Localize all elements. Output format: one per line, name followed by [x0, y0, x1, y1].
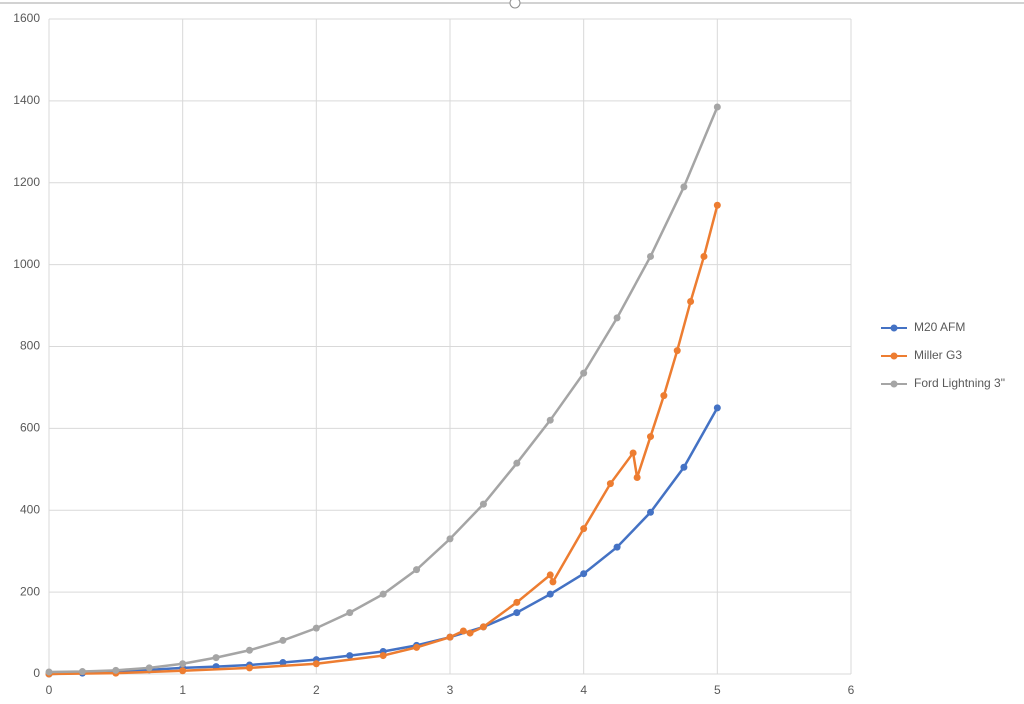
data-point: [580, 525, 588, 533]
data-point: [346, 652, 354, 660]
data-point: [466, 629, 474, 637]
data-point: [379, 652, 387, 660]
frame-handle: [509, 0, 521, 9]
data-point: [212, 654, 220, 662]
y-tick-label: 1000: [13, 257, 40, 271]
data-point: [546, 590, 554, 598]
data-point: [246, 646, 253, 654]
data-point: [45, 668, 53, 676]
data-point: [549, 578, 557, 586]
data-point: [546, 416, 554, 424]
x-tick-label: 5: [714, 683, 721, 697]
x-tick-label: 1: [179, 683, 186, 697]
legend-label: Ford Lightning 3": [914, 376, 1005, 390]
data-point: [312, 660, 320, 668]
data-point: [78, 668, 86, 676]
data-point: [145, 664, 153, 672]
data-point: [479, 500, 487, 508]
legend-label: M20 AFM: [914, 320, 965, 334]
y-tick-label: 400: [20, 502, 40, 516]
data-point: [687, 297, 695, 305]
data-point: [446, 535, 454, 543]
x-tick-label: 2: [313, 683, 320, 697]
y-tick-label: 1200: [13, 175, 40, 189]
data-point: [647, 508, 654, 516]
y-tick-label: 1400: [13, 93, 40, 107]
data-point: [513, 598, 521, 606]
legend-marker: [890, 324, 898, 332]
data-point: [580, 570, 588, 578]
data-point: [513, 609, 521, 617]
legend-marker: [890, 352, 898, 360]
x-tick-label: 4: [580, 683, 587, 697]
data-point: [680, 183, 688, 191]
data-point: [606, 480, 614, 488]
series-line: [48, 204, 719, 676]
data-point: [346, 609, 354, 617]
y-tick-label: 1600: [13, 11, 40, 25]
y-tick-label: 600: [20, 421, 40, 435]
data-point: [546, 571, 554, 579]
data-point: [580, 369, 588, 377]
legend-marker: [890, 380, 898, 388]
x-tick-label: 3: [447, 683, 454, 697]
data-point: [379, 590, 387, 598]
data-point: [179, 667, 187, 675]
data-point: [613, 314, 621, 322]
data-point: [312, 624, 320, 632]
data-point: [647, 433, 654, 441]
data-point: [112, 666, 120, 674]
y-tick-label: 0: [33, 666, 40, 680]
y-tick-label: 800: [20, 339, 40, 353]
data-point: [629, 449, 637, 457]
data-point: [479, 623, 487, 631]
data-point: [446, 633, 454, 641]
data-point: [713, 404, 721, 412]
data-point: [700, 252, 708, 260]
data-point: [279, 636, 287, 644]
data-point: [413, 566, 421, 574]
data-point: [713, 103, 721, 111]
data-point: [179, 660, 187, 668]
series-line: [48, 407, 719, 676]
data-point: [647, 252, 654, 260]
data-point: [413, 643, 421, 651]
data-point: [613, 543, 621, 551]
x-tick-label: 0: [46, 683, 53, 697]
data-point: [673, 347, 681, 355]
legend-label: Miller G3: [914, 348, 962, 362]
y-tick-label: 200: [20, 584, 40, 598]
data-point: [660, 392, 668, 400]
data-point: [680, 463, 688, 471]
data-point: [246, 664, 253, 672]
data-point: [713, 201, 721, 209]
data-point: [513, 459, 521, 467]
data-point: [279, 659, 287, 667]
data-point: [459, 627, 467, 635]
data-point: [633, 474, 641, 481]
series-line: [48, 106, 719, 674]
x-tick-label: 6: [848, 683, 855, 697]
